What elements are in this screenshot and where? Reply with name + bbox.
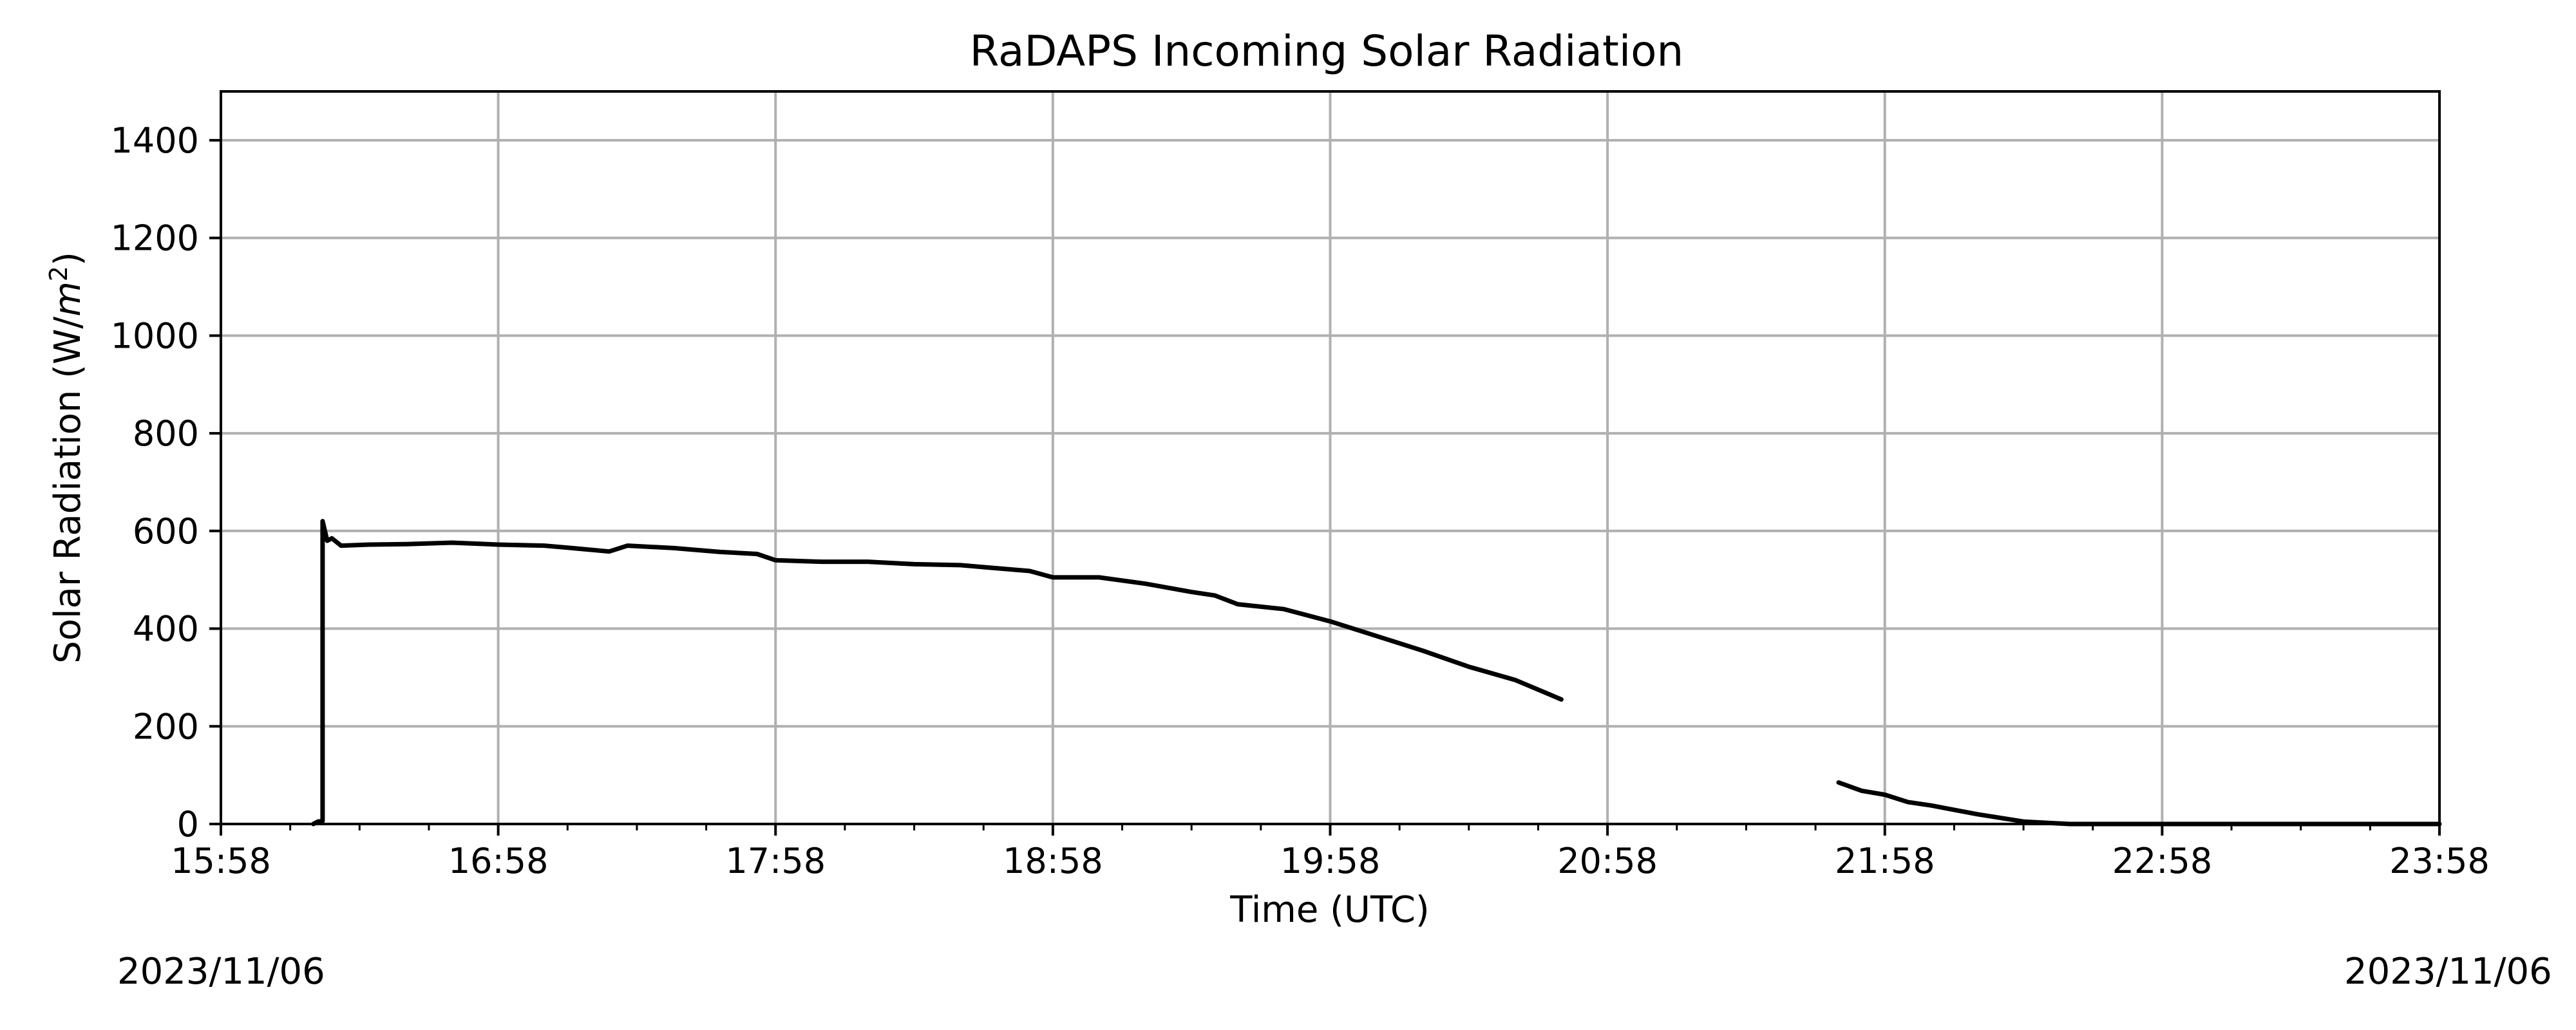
x-tick-label: 18:58 — [1003, 841, 1103, 881]
data-series — [311, 519, 2442, 827]
x-tick-label: 19:58 — [1280, 841, 1381, 881]
x-tick-label: 17:58 — [725, 841, 826, 881]
y-axis-label-exponent: 2 — [44, 266, 73, 281]
x-tick-label: 20:58 — [1557, 841, 1658, 881]
y-axis: 0 200 400 600 800 1000 1200 1400 — [111, 120, 221, 845]
radiation-line-segment — [311, 519, 1564, 827]
date-end-label: 2023/11/06 — [2344, 951, 2552, 993]
y-axis-label-close: ) — [47, 252, 89, 266]
radiation-line-segment — [1836, 780, 2442, 827]
date-start-label: 2023/11/06 — [117, 951, 325, 993]
y-tick-label: 1000 — [111, 315, 199, 356]
y-tick-label: 0 — [177, 804, 199, 845]
y-tick-label: 800 — [133, 413, 199, 454]
y-tick-label: 200 — [133, 706, 199, 747]
x-tick-label: 15:58 — [171, 841, 271, 881]
x-tick-label: 16:58 — [448, 841, 549, 881]
x-axis: 15:58 16:58 17:58 18:58 19:58 20:58 21:58 22:58… — [171, 824, 2490, 881]
grid-lines — [220, 91, 2441, 825]
y-tick-label: 1400 — [111, 120, 199, 161]
y-tick-label: 1200 — [111, 218, 199, 259]
y-tick-label: 400 — [133, 609, 199, 650]
y-tick-label: 600 — [133, 511, 199, 552]
x-tick-label: 22:58 — [2112, 841, 2213, 881]
y-axis-label: Solar Radiation (W/m2) — [44, 252, 89, 664]
y-axis-label-main: Solar Radiation (W/ — [47, 317, 89, 664]
x-tick-label: 23:58 — [2389, 841, 2490, 881]
chart-title: RaDAPS Incoming Solar Radiation — [970, 26, 1684, 76]
x-tick-label: 21:58 — [1835, 841, 1935, 881]
y-axis-label-unit: m — [47, 281, 89, 317]
x-axis-label: Time (UTC) — [1229, 889, 1430, 931]
